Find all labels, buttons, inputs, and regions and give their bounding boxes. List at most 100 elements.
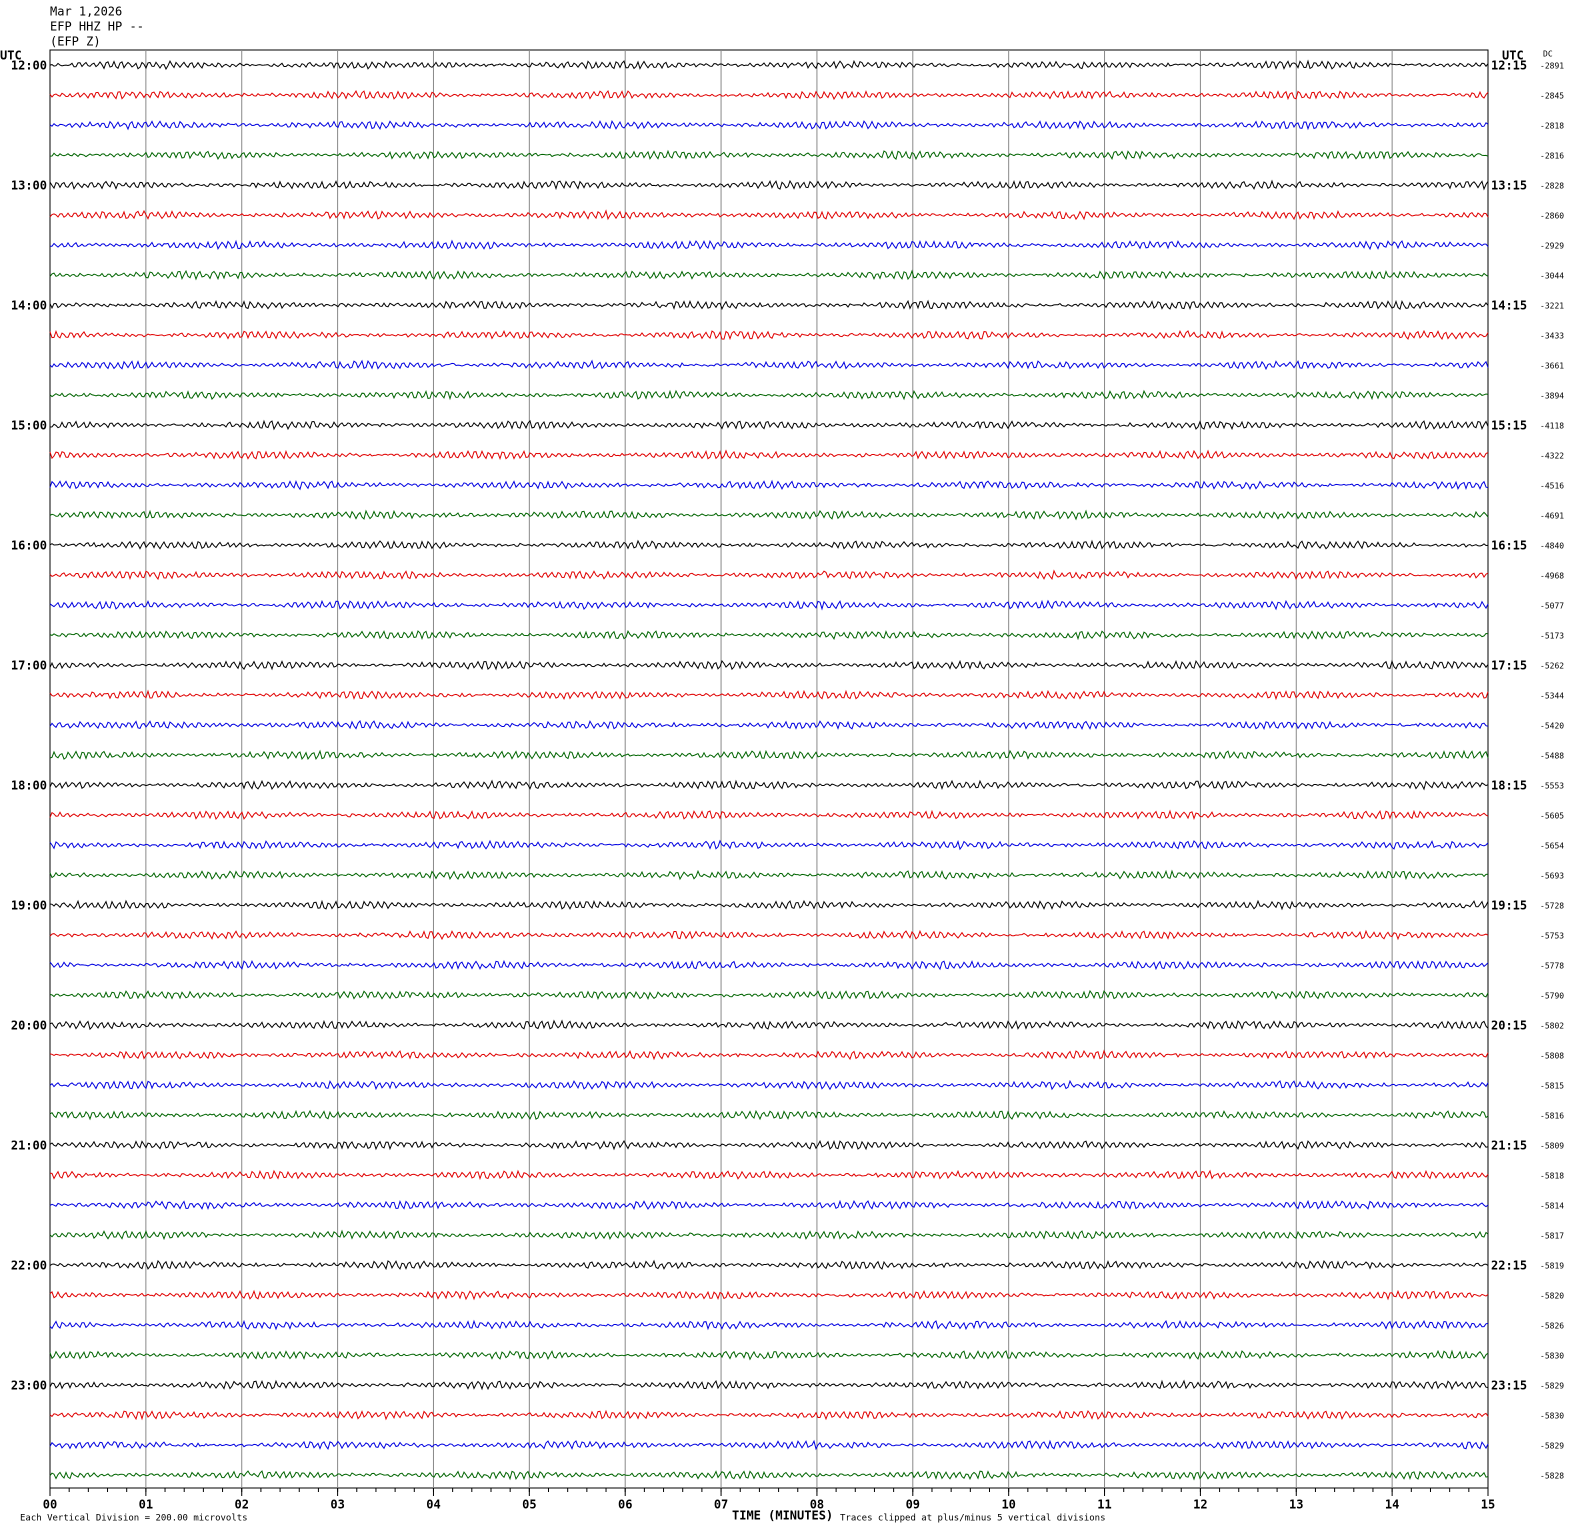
dc-label: -5830 xyxy=(1540,1352,1564,1361)
trace xyxy=(49,479,1489,491)
left-time-label: 14:00 xyxy=(11,299,47,313)
trace xyxy=(49,599,1489,611)
scale-note: Each Vertical Division = 200.00 microvol… xyxy=(20,1514,248,1524)
dc-label: -2929 xyxy=(1540,242,1564,251)
clip-note: Traces clipped at plus/minus 5 vertical … xyxy=(840,1514,1106,1524)
dc-label: -5173 xyxy=(1540,632,1564,641)
left-time-label: 23:00 xyxy=(11,1379,47,1393)
dc-label: -5814 xyxy=(1540,1202,1564,1211)
left-time-label: 16:00 xyxy=(11,539,47,553)
left-time-label: 17:00 xyxy=(11,659,47,673)
dc-label: -5826 xyxy=(1540,1322,1564,1331)
trace xyxy=(49,1259,1489,1271)
dc-label: -3221 xyxy=(1540,302,1564,311)
dc-label: -5077 xyxy=(1540,602,1564,611)
dc-label: -4968 xyxy=(1540,572,1564,581)
x-tick-label: 05 xyxy=(522,1498,536,1512)
trace xyxy=(49,1289,1489,1301)
dc-label: -3044 xyxy=(1540,272,1564,281)
x-tick-label: 08 xyxy=(810,1498,824,1512)
header-line: EFP HHZ HP -- xyxy=(50,20,144,34)
dc-label: -2860 xyxy=(1540,212,1564,221)
dc-label: -4691 xyxy=(1540,512,1564,521)
trace xyxy=(49,809,1489,821)
x-tick-label: 06 xyxy=(618,1498,632,1512)
trace xyxy=(49,359,1489,371)
dc-label: -5654 xyxy=(1540,842,1564,851)
right-time-label: 19:15 xyxy=(1491,899,1527,913)
dc-label: -5809 xyxy=(1540,1142,1564,1151)
left-time-label: 21:00 xyxy=(11,1139,47,1153)
trace xyxy=(49,749,1489,761)
dc-label: -5820 xyxy=(1540,1292,1564,1301)
trace xyxy=(49,1139,1489,1151)
dc-label: -5553 xyxy=(1540,782,1564,791)
dc-label: -5802 xyxy=(1540,1022,1564,1031)
right-time-label: 12:15 xyxy=(1491,59,1527,73)
x-tick-label: 13 xyxy=(1289,1498,1303,1512)
right-axis-title: UTC xyxy=(1502,49,1524,63)
trace xyxy=(49,179,1489,191)
dc-label: -2816 xyxy=(1540,152,1564,161)
dc-label: -3661 xyxy=(1540,362,1564,371)
dc-label: -5778 xyxy=(1540,962,1564,971)
dc-title: DC xyxy=(1543,50,1553,59)
dc-label: -5262 xyxy=(1540,662,1564,671)
trace xyxy=(49,1229,1489,1241)
trace xyxy=(49,719,1489,731)
trace xyxy=(49,449,1489,461)
dc-label: -3894 xyxy=(1540,392,1564,401)
trace xyxy=(49,839,1489,851)
dc-label: -5818 xyxy=(1540,1172,1564,1181)
trace xyxy=(49,659,1489,671)
trace xyxy=(49,209,1489,221)
dc-label: -3433 xyxy=(1540,332,1564,341)
dc-label: -4322 xyxy=(1540,452,1564,461)
x-tick-label: 12 xyxy=(1193,1498,1207,1512)
plot-frame xyxy=(49,49,1489,1489)
x-tick-label: 02 xyxy=(235,1498,249,1512)
trace xyxy=(49,1049,1489,1061)
right-time-label: 14:15 xyxy=(1491,299,1527,313)
trace xyxy=(49,1319,1489,1331)
right-time-label: 15:15 xyxy=(1491,419,1527,433)
dc-label: -2891 xyxy=(1540,62,1564,71)
dc-label: -5605 xyxy=(1540,812,1564,821)
dc-label: -2818 xyxy=(1540,122,1564,131)
left-time-label: 18:00 xyxy=(11,779,47,793)
trace xyxy=(49,59,1489,71)
trace xyxy=(49,989,1489,1001)
trace xyxy=(49,630,1489,641)
x-tick-label: 01 xyxy=(139,1498,153,1512)
trace xyxy=(49,1379,1489,1391)
right-time-label: 13:15 xyxy=(1491,179,1527,193)
dc-label: -5829 xyxy=(1540,1442,1564,1451)
dc-label: -5830 xyxy=(1540,1412,1564,1421)
dc-label: -4118 xyxy=(1540,422,1564,431)
right-time-label: 20:15 xyxy=(1491,1019,1527,1033)
trace xyxy=(49,329,1489,341)
dc-label: -5728 xyxy=(1540,902,1564,911)
x-tick-label: 10 xyxy=(1001,1498,1015,1512)
dc-label: -2828 xyxy=(1540,182,1564,191)
trace xyxy=(49,1470,1489,1481)
trace xyxy=(49,959,1489,971)
left-time-label: 19:00 xyxy=(11,899,47,913)
trace xyxy=(49,1019,1489,1031)
dc-label: -5344 xyxy=(1540,692,1564,701)
dc-label: -5817 xyxy=(1540,1232,1564,1241)
dc-label: -5790 xyxy=(1540,992,1564,1001)
right-time-label: 18:15 xyxy=(1491,779,1527,793)
trace xyxy=(49,389,1489,401)
trace xyxy=(49,779,1489,791)
dc-label: -5488 xyxy=(1540,752,1564,761)
trace xyxy=(49,1349,1489,1361)
trace xyxy=(49,1199,1489,1211)
left-time-label: 15:00 xyxy=(11,419,47,433)
right-time-label: 22:15 xyxy=(1491,1259,1527,1273)
left-time-label: 13:00 xyxy=(11,179,47,193)
right-time-label: 16:15 xyxy=(1491,539,1527,553)
trace xyxy=(49,869,1489,881)
trace xyxy=(49,119,1489,131)
right-time-label: 23:15 xyxy=(1491,1379,1527,1393)
